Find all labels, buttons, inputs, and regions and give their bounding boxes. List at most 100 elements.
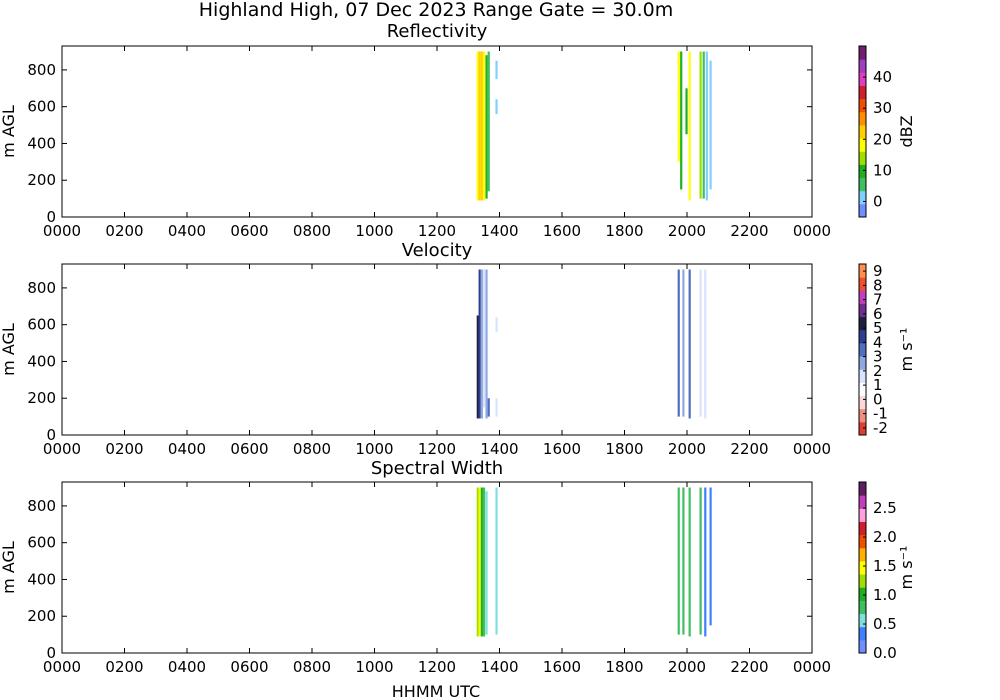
colorbar-tick-label: 7 <box>873 291 883 309</box>
colorbar-tick-label: 20 <box>873 130 892 148</box>
y-tick-label: 0 <box>46 208 56 226</box>
colorbar-segment <box>859 342 866 357</box>
x-tick-label: 1800 <box>605 658 643 676</box>
data-strip <box>682 487 685 635</box>
y-tick-label: 600 <box>27 316 56 334</box>
x-tick-label: 2000 <box>668 440 706 458</box>
x-tick-label: 0800 <box>293 658 331 676</box>
colorbar-segment <box>859 408 866 423</box>
data-strip <box>482 51 486 201</box>
colorbar-segment <box>859 98 866 113</box>
x-tick-label: 1600 <box>543 658 581 676</box>
x-tick-label: 2200 <box>730 440 768 458</box>
plot-area <box>62 264 812 435</box>
y-tick-label: 400 <box>27 134 56 152</box>
colorbar-label: m s⁻¹ <box>897 546 916 590</box>
data-strip <box>476 51 479 201</box>
y-tick-label: 400 <box>27 570 56 588</box>
data-strip <box>495 99 498 115</box>
y-axis-label: m AGL <box>0 105 18 158</box>
y-tick-label: 400 <box>27 352 56 370</box>
colorbar-segment <box>859 177 866 192</box>
data-strip <box>485 491 488 635</box>
colorbar-tick-label: 0.0 <box>873 644 897 662</box>
colorbar-segment <box>859 303 866 318</box>
colorbar-segment <box>859 639 866 654</box>
colorbar-tick-label: 0 <box>873 192 883 210</box>
data-strip <box>482 487 486 637</box>
colorbar-segment <box>859 356 866 370</box>
data-strip <box>699 51 702 199</box>
data-strip <box>476 315 479 419</box>
data-strip <box>495 317 498 333</box>
colorbar-segment <box>859 46 866 60</box>
colorbar-tick-label: 9 <box>873 262 883 280</box>
x-tick-label: 0400 <box>168 440 206 458</box>
x-tick-label: 2000 <box>668 222 706 240</box>
data-strip <box>709 60 712 190</box>
data-strip <box>495 398 498 417</box>
y-tick-label: 600 <box>27 98 56 116</box>
data-strip <box>705 51 708 201</box>
data-strip <box>709 269 712 417</box>
x-tick-label: 1200 <box>418 658 456 676</box>
data-strip <box>485 269 488 419</box>
colorbar-segment <box>859 369 866 383</box>
colorbar-tick-label: 2.5 <box>873 499 897 517</box>
data-strip <box>487 51 490 192</box>
data-strip <box>478 487 481 637</box>
data-strip <box>480 487 483 637</box>
colorbar-tick-label: 0 <box>873 390 883 408</box>
colorbar-segment <box>859 290 866 304</box>
x-tick-label: 2200 <box>730 222 768 240</box>
colorbar-tick-label: 2.0 <box>873 528 897 546</box>
colorbar-segment <box>859 264 866 278</box>
x-tick-label: 2000 <box>668 658 706 676</box>
x-tick-label: 1000 <box>355 658 393 676</box>
data-strip <box>495 60 498 80</box>
data-strip <box>480 269 483 419</box>
panel-title: Spectral Width <box>371 458 503 479</box>
data-strip <box>688 487 691 637</box>
y-tick-label: 800 <box>27 497 56 515</box>
x-tick-label: 1000 <box>355 440 393 458</box>
data-strip <box>482 269 486 408</box>
y-tick-label: 200 <box>27 171 56 189</box>
x-tick-label: 0600 <box>230 440 268 458</box>
colorbar-segment <box>859 277 866 291</box>
colorbar-label: dBZ <box>897 115 916 147</box>
data-strip <box>677 269 680 417</box>
colorbar-tick-label: 1 <box>873 376 883 394</box>
data-strip <box>688 269 691 419</box>
colorbar-segment <box>859 574 866 588</box>
colorbar-segment <box>859 508 866 522</box>
colorbar-frame <box>858 481 867 654</box>
data-strip <box>495 487 498 635</box>
x-tick-label: 1800 <box>605 440 643 458</box>
colorbar-tick-label: 4 <box>873 333 883 351</box>
y-tick-label: 600 <box>27 534 56 552</box>
y-axis-label: m AGL <box>0 541 18 594</box>
data-strip <box>688 51 691 201</box>
y-tick-label: 800 <box>27 61 56 79</box>
colorbar-segment <box>859 547 866 562</box>
colorbar-segment <box>859 164 866 179</box>
colorbar-frame <box>858 263 867 436</box>
colorbar-tick-label: 8 <box>873 276 883 294</box>
data-strip <box>677 51 680 162</box>
data-strip <box>478 51 481 201</box>
colorbar-tick-label: 3 <box>873 348 883 366</box>
x-tick-label: 0000 <box>793 658 831 676</box>
colorbar-tick-label: 10 <box>873 161 892 179</box>
x-tick-label: 0000 <box>43 658 81 676</box>
colorbar-label: m s⁻¹ <box>897 328 916 372</box>
colorbar-segment <box>859 626 866 641</box>
x-tick-label: 1200 <box>418 440 456 458</box>
colorbar-segment <box>859 111 866 126</box>
colorbar-segment <box>859 124 866 139</box>
colorbar-segment <box>859 151 866 165</box>
data-strip <box>487 398 490 417</box>
data-strip <box>709 487 712 626</box>
colorbar: 0.0 0.5 1.0 1.5 2.0 2.5 m s⁻¹ <box>858 481 916 662</box>
